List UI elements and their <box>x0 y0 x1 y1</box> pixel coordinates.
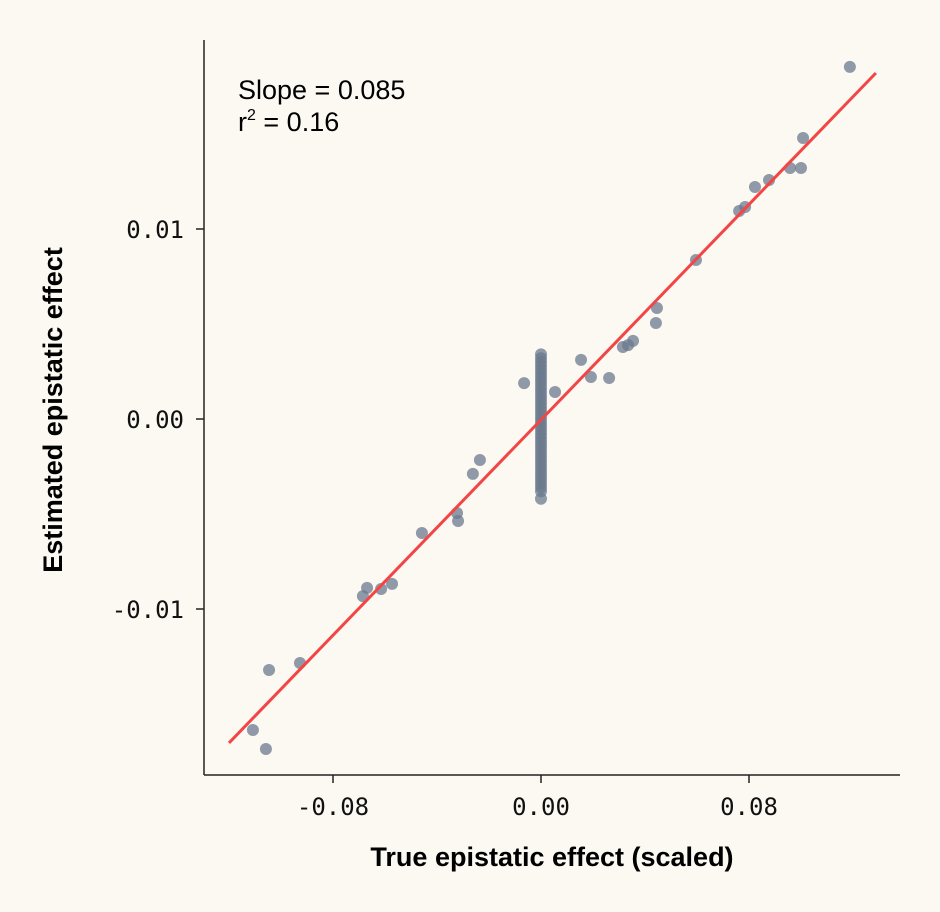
data-point <box>535 492 547 505</box>
regression-line <box>227 71 877 744</box>
data-point <box>797 131 810 144</box>
data-point <box>748 181 761 194</box>
data-point <box>246 724 259 737</box>
data-point <box>386 577 399 590</box>
data-point <box>627 334 640 347</box>
data-point <box>473 454 486 467</box>
r2-sup: 2 <box>247 107 256 124</box>
data-point <box>603 371 616 384</box>
plot-area <box>227 60 877 756</box>
data-point <box>575 353 588 366</box>
r2-rest: = 0.16 <box>256 107 339 137</box>
data-point <box>549 386 562 399</box>
data-point <box>843 60 856 73</box>
data-point <box>650 302 663 315</box>
data-point <box>518 377 531 390</box>
x-tick-label: 0.00 <box>512 793 570 821</box>
data-point <box>263 663 276 676</box>
data-point <box>415 527 428 539</box>
data-point <box>259 743 272 756</box>
annotation-r2: r2 = 0.16 <box>238 107 339 137</box>
y-tick-label: 0.00 <box>126 406 184 434</box>
data-point <box>584 371 597 384</box>
data-point <box>452 515 465 528</box>
x-tick-label: 0.08 <box>720 793 778 821</box>
data-point <box>795 162 807 175</box>
x-tick-label: -0.08 <box>297 793 369 821</box>
data-point <box>649 317 662 330</box>
x-axis-label: True epistatic effect (scaled) <box>370 842 733 872</box>
data-point <box>375 583 388 596</box>
y-tick-label: -0.01 <box>112 596 184 624</box>
data-point <box>466 467 479 480</box>
ticks: -0.08 0.00 0.08 -0.01 0.00 0.01 <box>112 216 778 821</box>
data-point <box>361 581 374 594</box>
y-axis-label: Estimated epistatic effect <box>38 247 68 573</box>
data-point <box>763 173 776 186</box>
annotation-slope: Slope = 0.085 <box>238 75 405 105</box>
y-tick-label: 0.01 <box>126 216 184 244</box>
r2-prefix: r <box>238 107 247 137</box>
